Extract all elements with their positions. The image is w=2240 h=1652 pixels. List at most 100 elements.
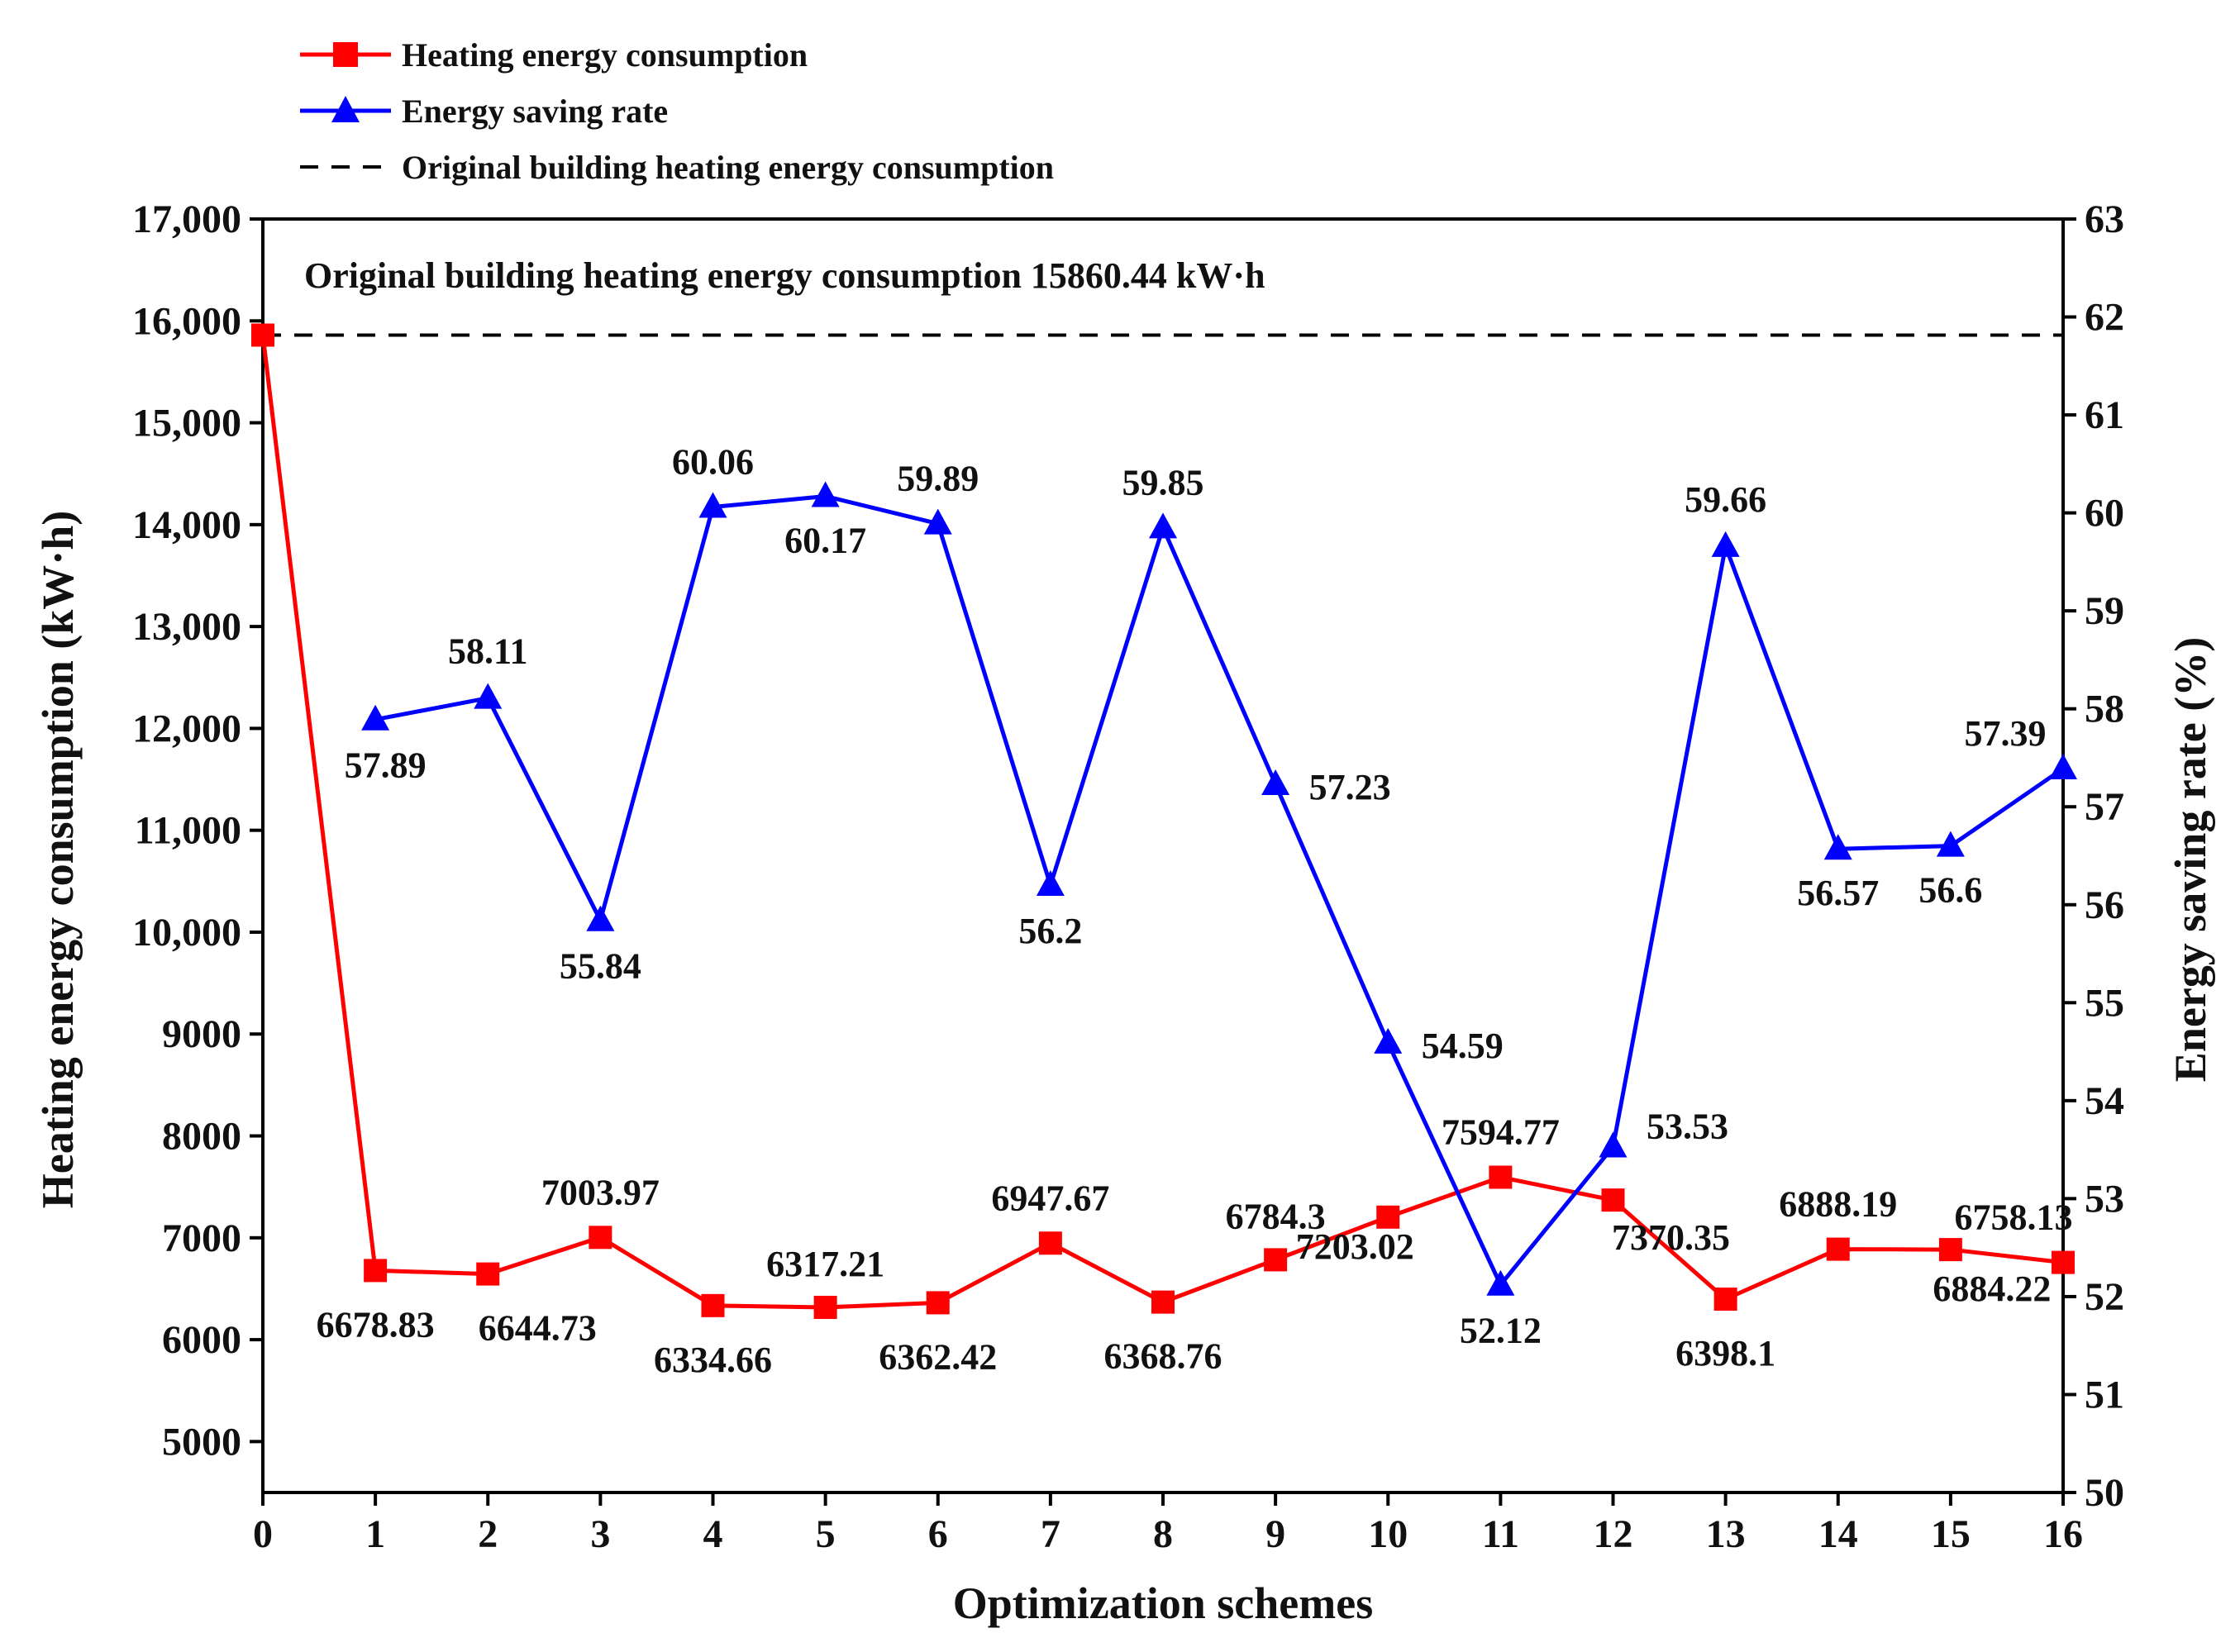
saving-marker	[698, 492, 727, 518]
saving-data-label: 58.11	[448, 631, 528, 672]
saving-marker	[1374, 1027, 1403, 1054]
x-tick-label: 8	[1153, 1512, 1173, 1556]
legend-label-reference: Original building heating energy consump…	[402, 149, 1054, 186]
x-tick-label: 6	[928, 1512, 948, 1556]
x-tick-label: 7	[1041, 1512, 1060, 1556]
saving-marker	[811, 481, 840, 507]
saving-data-label: 55.84	[560, 946, 641, 987]
heating-marker	[813, 1295, 837, 1319]
saving-data-label: 56.57	[1797, 873, 1879, 913]
heating-marker	[364, 1259, 388, 1283]
heating-marker	[701, 1293, 725, 1317]
legend: Heating energy consumption Energy saving…	[300, 36, 1054, 186]
x-axis-title: Optimization schemes	[953, 1578, 1373, 1628]
saving-marker	[1036, 870, 1065, 897]
saving-marker	[474, 683, 503, 709]
saving-data-label: 56.2	[1018, 911, 1082, 951]
y-left-tick-label: 6000	[162, 1318, 241, 1362]
series-saving	[361, 481, 2077, 1296]
y-left-tick-label: 17,000	[132, 198, 241, 241]
x-tick-label: 0	[253, 1512, 273, 1556]
heating-marker	[589, 1226, 612, 1250]
saving-marker	[1599, 1131, 1628, 1158]
legend-marker-saving	[331, 96, 360, 122]
heating-data-label: 6884.22	[1933, 1269, 2051, 1309]
saving-marker	[923, 508, 952, 535]
heating-data-label: 6947.67	[991, 1178, 1109, 1218]
y-right-tick-label: 62	[2085, 296, 2124, 340]
x-tick-label: 10	[1368, 1512, 1408, 1556]
y-left-tick-label: 7000	[162, 1216, 241, 1260]
saving-data-label: 54.59	[1422, 1026, 1504, 1066]
saving-data-label: 57.39	[1965, 713, 2047, 754]
saving-data-label: 56.6	[1918, 870, 1982, 911]
y-right-tick-label: 50	[2085, 1471, 2124, 1515]
saving-data-label: 60.06	[672, 442, 754, 483]
x-tick-label: 4	[703, 1512, 723, 1556]
x-tick-label: 13	[1706, 1512, 1746, 1556]
heating-marker	[251, 323, 274, 347]
y-left-tick-label: 12,000	[132, 707, 241, 750]
x-tick-label: 12	[1594, 1512, 1633, 1556]
heating-marker	[1601, 1188, 1625, 1212]
y-right-tick-label: 51	[2085, 1373, 2124, 1416]
heating-data-label: 7370.35	[1612, 1217, 1730, 1258]
legend-marker-heating	[333, 42, 358, 67]
saving-marker	[1936, 831, 1965, 857]
x-tick-label: 3	[590, 1512, 610, 1556]
heating-marker	[1938, 1238, 1962, 1262]
heating-marker	[1489, 1165, 1513, 1189]
heating-data-label: 6888.19	[1779, 1184, 1897, 1225]
saving-data-label: 60.17	[784, 520, 866, 560]
y-axis-right-title: Energy saving rate (%)	[2166, 637, 2215, 1082]
saving-marker	[586, 905, 615, 931]
saving-marker	[1149, 512, 1177, 539]
data-labels: 6678.83 6644.73 7003.97 6334.66 6317.21 6362.…	[317, 442, 2073, 1380]
y-right-tick-label: 54	[2085, 1079, 2124, 1123]
y-right-tick-label: 59	[2085, 589, 2124, 633]
legend-label-heating: Heating energy consumption	[402, 36, 808, 74]
y-right-tick-label: 57	[2085, 785, 2124, 829]
heating-data-label: 6368.76	[1104, 1336, 1222, 1377]
saving-data-label: 57.89	[345, 745, 427, 786]
x-tick-label: 14	[1818, 1512, 1858, 1556]
x-tick-label: 9	[1265, 1512, 1285, 1556]
y-right-tick-label: 60	[2085, 492, 2124, 536]
heating-data-label: 6398.1	[1675, 1333, 1775, 1373]
heating-marker	[1376, 1205, 1400, 1229]
saving-marker	[2049, 754, 2077, 780]
heating-data-label: 6362.42	[879, 1336, 997, 1377]
saving-marker	[1823, 834, 1852, 860]
y-right-tick-label: 53	[2085, 1177, 2124, 1221]
saving-data-label: 57.23	[1309, 767, 1391, 807]
y-axis-left-title: Heating energy consumption (kW·h)	[33, 511, 83, 1209]
heating-marker	[1713, 1288, 1737, 1312]
heating-marker	[1826, 1237, 1850, 1261]
heating-data-label: 7594.77	[1442, 1112, 1560, 1152]
y-left-tick-label: 11,000	[135, 809, 241, 853]
saving-line	[374, 493, 2065, 1288]
x-tick-label: 1	[365, 1512, 385, 1556]
x-tick-label: 11	[1482, 1512, 1519, 1556]
saving-data-label: 59.85	[1122, 462, 1204, 502]
saving-data-label: 59.89	[897, 459, 979, 499]
y-right-tick-label: 58	[2085, 688, 2124, 731]
saving-marker	[361, 704, 390, 731]
saving-marker	[1486, 1269, 1515, 1296]
y-left-tick-label: 10,000	[132, 911, 241, 955]
heating-data-label: 6758.13	[1955, 1197, 2073, 1238]
heating-marker	[926, 1291, 950, 1315]
y-left-tick-label: 8000	[162, 1115, 241, 1159]
heating-data-label: 7003.97	[541, 1172, 660, 1212]
y-left-tick-label: 15,000	[132, 402, 241, 445]
legend-label-saving: Energy saving rate	[402, 93, 668, 130]
x-tick-label: 15	[1931, 1512, 1971, 1556]
y-right-tick-label: 61	[2085, 393, 2124, 437]
y-left-tick-label: 9000	[162, 1012, 241, 1056]
x-tick-label: 2	[478, 1512, 498, 1556]
saving-marker	[1711, 531, 1740, 557]
saving-data-label: 59.66	[1685, 479, 1766, 520]
heating-data-label: 6644.73	[479, 1308, 597, 1349]
heating-marker	[476, 1262, 500, 1286]
heating-data-label: 6678.83	[317, 1304, 435, 1345]
